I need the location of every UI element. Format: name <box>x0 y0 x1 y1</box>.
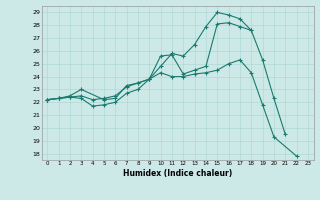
X-axis label: Humidex (Indice chaleur): Humidex (Indice chaleur) <box>123 169 232 178</box>
